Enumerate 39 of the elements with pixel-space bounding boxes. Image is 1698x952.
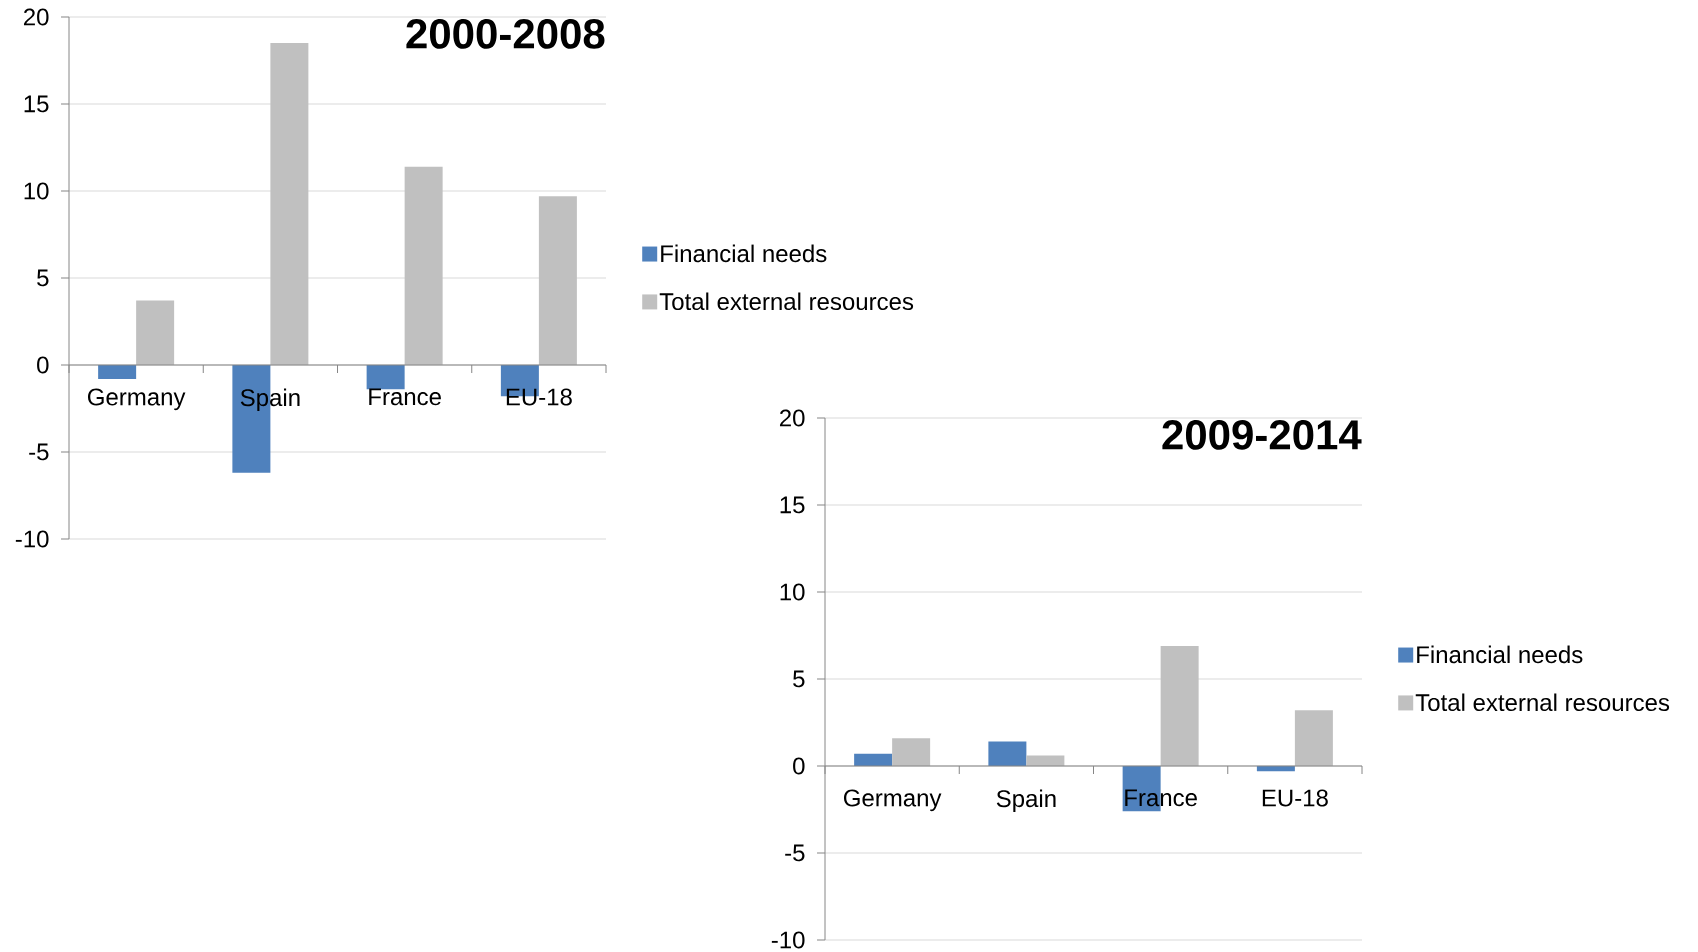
bar [404, 166, 443, 365]
y-tick-label: 5 [37, 269, 49, 287]
x-tick-label: France [1125, 789, 1197, 807]
x-tick-label: France [369, 388, 441, 406]
y-tick-label: -5 [785, 844, 805, 862]
y-tick-label: 20 [779, 409, 805, 427]
x-tick-label: EU-18 [506, 388, 572, 406]
x-tick-label: Germany [87, 388, 186, 411]
legend-label: Total external resources [1415, 693, 1670, 712]
bar [538, 196, 577, 365]
bar [98, 364, 137, 379]
y-tick-label: 15 [780, 496, 805, 514]
bar [1294, 710, 1333, 766]
legend-label: Total external resources [659, 292, 914, 311]
bar [892, 738, 931, 766]
bar [366, 364, 405, 390]
chart-title: 2000-2008 [406, 19, 605, 49]
bar [854, 753, 893, 766]
bar [1160, 645, 1199, 766]
x-tick-label: EU-18 [1262, 789, 1328, 807]
chart-title: 2009-2014 [1162, 420, 1362, 450]
y-tick-label: 0 [37, 356, 49, 374]
y-tick-label: -10 [15, 530, 49, 548]
y-tick-label: 20 [23, 8, 49, 26]
x-tick-label: Germany [843, 789, 942, 812]
y-tick-label: 0 [793, 757, 805, 775]
y-tick-label: 5 [793, 670, 805, 688]
bar [988, 741, 1027, 766]
y-tick-label: -5 [29, 443, 49, 461]
bar [136, 300, 175, 365]
y-tick-label: 10 [24, 182, 49, 200]
x-tick-label: Spain [996, 789, 1056, 812]
x-tick-label: Spain [240, 388, 300, 411]
y-tick-label: 15 [24, 95, 49, 113]
y-tick-label: -10 [771, 931, 805, 949]
y-tick-label: 10 [780, 583, 805, 601]
bar [270, 43, 309, 365]
legend-label: Financial needs [1417, 645, 1583, 664]
legend-label: Financial needs [661, 244, 827, 263]
